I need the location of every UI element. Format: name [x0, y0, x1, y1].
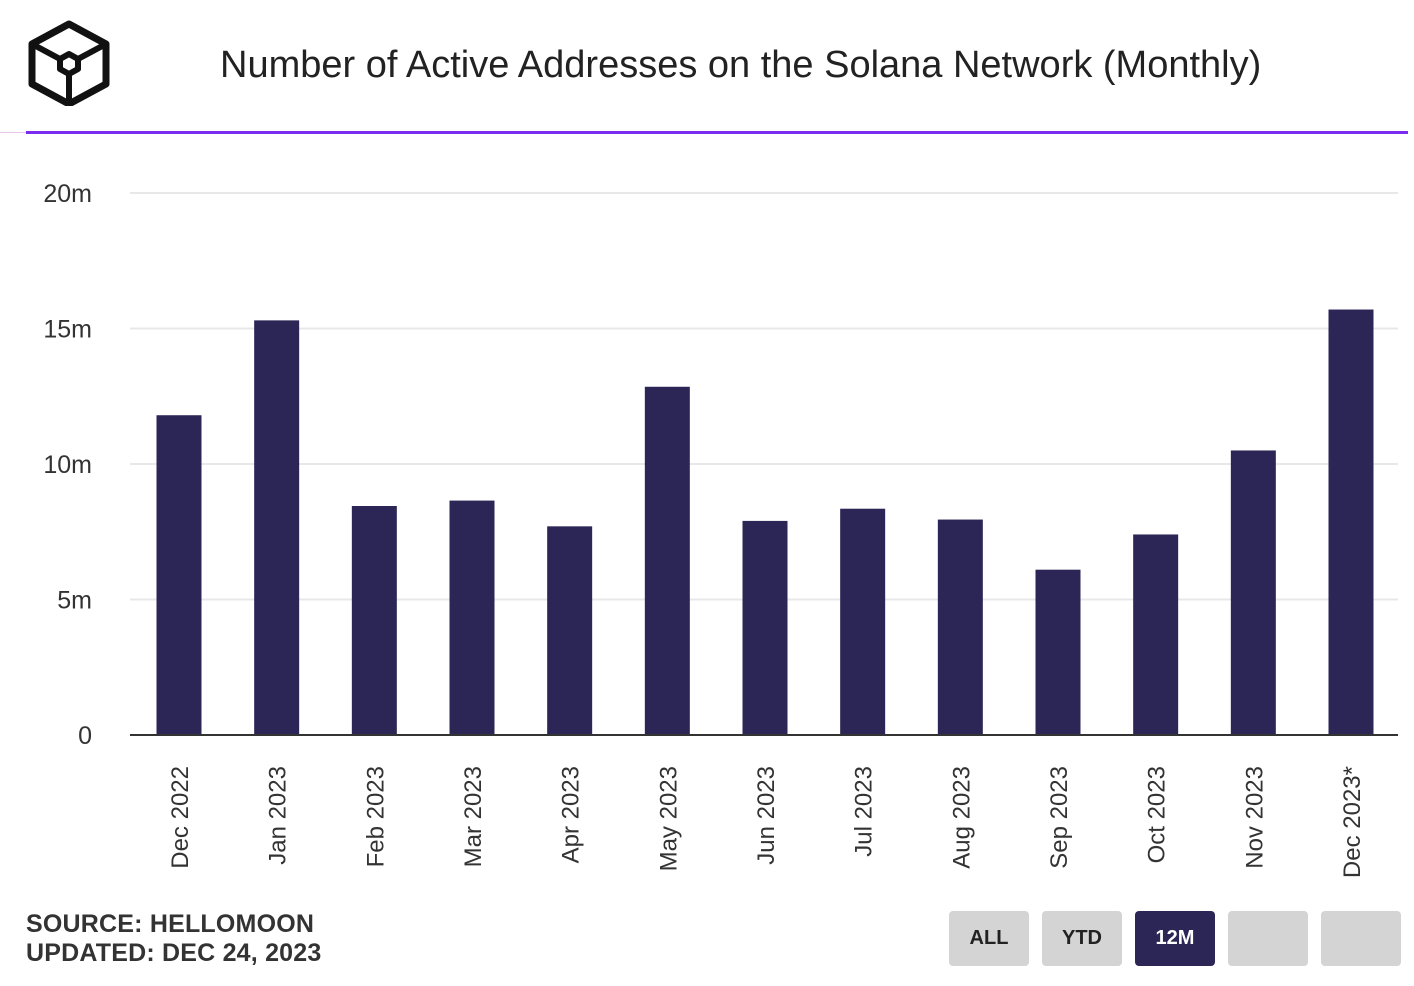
x-tick-label: Aug 2023	[948, 766, 975, 869]
y-tick-label: 20m	[43, 180, 92, 208]
bar	[156, 415, 202, 735]
x-tick-label: Mar 2023	[460, 766, 487, 867]
range-selector: ALL YTD 12M	[949, 911, 1401, 966]
bar	[449, 500, 495, 735]
x-tick-label: Jul 2023	[851, 766, 878, 857]
range-button-all[interactable]: ALL	[949, 911, 1029, 966]
x-tick-label: Jun 2023	[753, 766, 780, 865]
header-divider-left	[0, 132, 26, 133]
range-button-5[interactable]	[1321, 911, 1401, 966]
x-tick-label: Apr 2023	[558, 766, 585, 863]
x-tick-label: Feb 2023	[362, 766, 389, 867]
bar	[742, 520, 788, 735]
bar	[644, 386, 690, 735]
updated-label: UPDATED: DEC 24, 2023	[26, 939, 322, 967]
bar	[1230, 450, 1276, 735]
y-tick-label: 10m	[43, 451, 92, 479]
chart-title: Number of Active Addresses on the Solana…	[220, 44, 1262, 86]
x-tick-label: Oct 2023	[1144, 766, 1171, 863]
bar	[937, 519, 983, 735]
bar	[1133, 534, 1179, 735]
bar	[547, 526, 593, 735]
y-tick-label: 15m	[43, 316, 92, 344]
x-tick-label: Dec 2023*	[1339, 766, 1366, 878]
range-button-ytd[interactable]: YTD	[1042, 911, 1122, 966]
x-tick-label: May 2023	[655, 766, 682, 871]
source-label: SOURCE: HELLOMOON	[26, 910, 315, 938]
x-tick-label: Sep 2023	[1046, 766, 1073, 869]
source-note: SOURCE: HELLOMOON UPDATED: DEC 24, 2023	[26, 910, 322, 968]
x-tick-label: Dec 2022	[167, 766, 194, 869]
bar	[840, 508, 886, 735]
y-tick-label: 5m	[57, 587, 92, 615]
hexagon-cube-logo-icon	[28, 20, 110, 106]
header-divider	[26, 131, 1408, 134]
bar-chart: 0 5m 10m 15m 20m Dec 2022 Jan 2023 Feb 2023 Mar …	[43, 180, 1398, 878]
bar	[1035, 569, 1081, 735]
x-tick-label: Jan 2023	[265, 766, 292, 865]
x-tick-label: Nov 2023	[1241, 766, 1268, 869]
bar	[1328, 309, 1374, 735]
range-button-12m[interactable]: 12M	[1135, 911, 1215, 966]
bar	[254, 320, 300, 735]
range-button-4[interactable]	[1228, 911, 1308, 966]
bar	[351, 506, 397, 735]
y-tick-label: 0	[78, 722, 92, 750]
